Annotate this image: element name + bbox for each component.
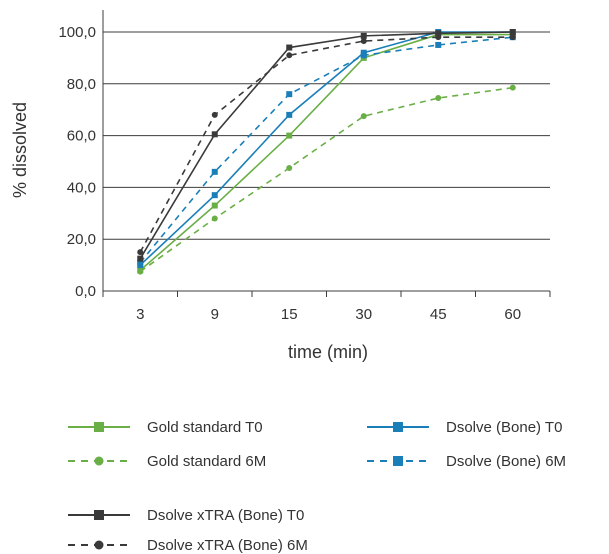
series-line — [139, 31, 513, 266]
data-point — [211, 192, 218, 199]
x-axis-title: time (min) — [288, 342, 368, 362]
data-point — [435, 95, 442, 102]
legend-label: Dsolve (Bone) T0 — [446, 419, 562, 436]
x-tick-label: 45 — [430, 306, 447, 323]
data-point — [137, 259, 144, 266]
y-tick-label: 80,0 — [67, 76, 96, 93]
data-point — [211, 215, 218, 222]
data-point — [211, 168, 218, 175]
y-tick-labels: 0,0 20,0 40,0 60,0 80,0 100,0 — [58, 24, 96, 300]
legend-marker — [94, 540, 104, 550]
series-line — [139, 33, 513, 271]
data-point — [360, 38, 367, 45]
series-line — [139, 86, 513, 273]
x-tick-label: 30 — [355, 306, 372, 323]
legend-item: Gold standard T0 — [68, 419, 263, 436]
data-point — [211, 202, 218, 209]
data-point — [286, 52, 293, 59]
x-tick-label: 9 — [211, 306, 219, 323]
data-point — [435, 34, 442, 41]
data-point — [360, 52, 367, 59]
legend-marker — [94, 510, 104, 520]
series — [137, 29, 516, 269]
y-axis-title: % dissolved — [10, 102, 30, 198]
x-axis — [102, 10, 551, 297]
legend-item: Dsolve xTRA (Bone) 6M — [68, 537, 308, 554]
series — [137, 34, 516, 266]
legend-marker — [393, 422, 403, 432]
x-tick-label: 60 — [504, 306, 521, 323]
x-tick-label: 3 — [136, 306, 144, 323]
series — [137, 29, 516, 262]
x-tick-labels: 3 9 15 30 45 60 — [136, 306, 521, 323]
legend-label: Dsolve xTRA (Bone) T0 — [147, 507, 304, 524]
data-point — [286, 164, 293, 171]
data-point — [435, 41, 442, 48]
y-tick-label: 0,0 — [75, 283, 96, 300]
y-tick-label: 100,0 — [58, 24, 96, 41]
data-point — [286, 111, 293, 118]
data-point — [360, 113, 367, 120]
data-point — [211, 111, 218, 118]
gridlines — [103, 31, 550, 292]
data-point — [360, 32, 367, 39]
series-line — [139, 36, 513, 253]
legend-label: Dsolve xTRA (Bone) 6M — [147, 537, 308, 554]
data-point — [286, 132, 293, 139]
legend-marker — [94, 422, 104, 432]
y-tick-label: 20,0 — [67, 231, 96, 248]
series — [137, 34, 516, 256]
data-point — [137, 255, 144, 262]
x-tick-label: 15 — [281, 306, 298, 323]
data-point — [286, 91, 293, 98]
legend-label: Gold standard 6M — [147, 453, 266, 470]
data-point — [286, 44, 293, 51]
data-point — [211, 131, 218, 138]
data-point — [509, 34, 516, 41]
series — [137, 84, 516, 275]
series-line — [139, 31, 513, 260]
legend-item: Gold standard 6M — [68, 453, 266, 470]
legend-marker — [94, 456, 104, 466]
data-point — [509, 29, 516, 35]
data-point — [137, 268, 144, 275]
legend: Gold standard T0 Gold standard 6M Dsolve (… — [68, 419, 566, 554]
y-tick-label: 40,0 — [67, 179, 96, 196]
legend-item: Dsolve xTRA (Bone) T0 — [68, 507, 304, 524]
y-tick-label: 60,0 — [67, 128, 96, 145]
data-series — [137, 29, 516, 275]
legend-label: Gold standard T0 — [147, 419, 263, 436]
data-point — [435, 30, 442, 37]
legend-label: Dsolve (Bone) 6M — [446, 453, 566, 470]
legend-item: Dsolve (Bone) 6M — [367, 453, 566, 470]
series-line — [139, 36, 513, 264]
legend-marker — [393, 456, 403, 466]
legend-item: Dsolve (Bone) T0 — [367, 419, 562, 436]
data-point — [509, 84, 516, 91]
data-point — [137, 249, 144, 256]
